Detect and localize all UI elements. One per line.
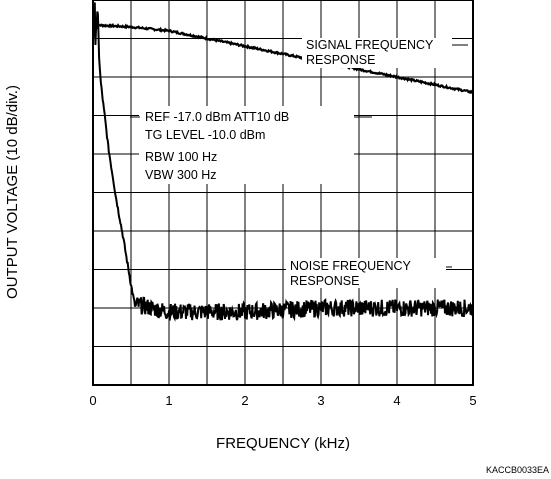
- y-axis-label: OUTPUT VOLTAGE (10 dB/div.): [4, 85, 21, 299]
- settings-line-vbw: VBW 300 Hz: [145, 168, 217, 182]
- settings-line-ref: REF -17.0 dBm ATT10 dB: [145, 110, 289, 124]
- document-code: KACCB0033EA: [486, 465, 549, 475]
- annotations: SIGNAL FREQUENCY RESPONSE REF -17.0 dBm …: [130, 38, 468, 288]
- x-tick-label: 3: [317, 393, 324, 408]
- x-tick-label: 2: [241, 393, 248, 408]
- x-axis-label: FREQUENCY (kHz): [216, 435, 350, 452]
- signal-frequency-response-line: [92, 22, 474, 94]
- noise-series-label-line2: RESPONSE: [290, 274, 359, 288]
- signal-series-label-line1: SIGNAL FREQUENCY: [306, 38, 434, 52]
- x-tick-label: 5: [469, 393, 476, 408]
- x-tick-label: 1: [165, 393, 172, 408]
- x-tick-label: 4: [393, 393, 400, 408]
- settings-line-tg-level: TG LEVEL -10.0 dBm: [145, 128, 265, 142]
- plot-frame: [92, 0, 474, 386]
- signal-series-label-line2: RESPONSE: [306, 53, 375, 67]
- x-tick-label: 0: [89, 393, 96, 408]
- x-tick-labels: 0 1 2 3 4 5: [89, 393, 476, 408]
- noise-series-label-line1: NOISE FREQUENCY: [290, 259, 412, 273]
- settings-line-rbw: RBW 100 Hz: [145, 150, 217, 164]
- noise-frequency-response-line: [92, 2, 474, 322]
